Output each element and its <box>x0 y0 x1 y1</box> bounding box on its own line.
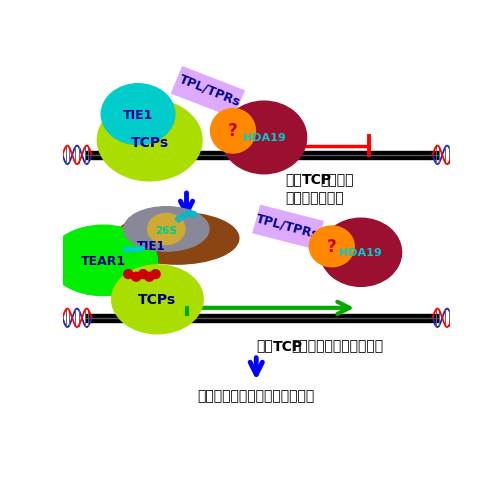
Text: 下游基因表达。: 下游基因表达。 <box>286 191 344 204</box>
Ellipse shape <box>124 247 129 252</box>
Text: 抑制: 抑制 <box>286 173 302 187</box>
Text: TCPs: TCPs <box>130 136 169 150</box>
Ellipse shape <box>98 100 202 181</box>
Ellipse shape <box>134 247 139 252</box>
Ellipse shape <box>139 247 144 252</box>
Text: 26S: 26S <box>156 225 178 235</box>
Ellipse shape <box>112 265 203 334</box>
Ellipse shape <box>190 212 196 218</box>
Text: ?: ? <box>327 237 336 255</box>
Ellipse shape <box>129 247 134 252</box>
Ellipse shape <box>151 270 160 279</box>
Text: TPL/TPRs: TPL/TPRs <box>254 212 320 241</box>
Polygon shape <box>170 67 245 119</box>
Text: TPL/TPRs: TPL/TPRs <box>177 72 242 109</box>
Text: TEAR1: TEAR1 <box>80 254 126 267</box>
Ellipse shape <box>186 211 192 216</box>
Text: 调控叶片形态和大小的多样性。: 调控叶片形态和大小的多样性。 <box>198 389 315 403</box>
Ellipse shape <box>148 214 185 245</box>
Ellipse shape <box>144 273 154 282</box>
Polygon shape <box>252 205 324 250</box>
Ellipse shape <box>310 227 354 267</box>
Ellipse shape <box>182 213 188 219</box>
Text: 转录因子: 转录因子 <box>320 173 354 187</box>
Ellipse shape <box>115 213 239 264</box>
Ellipse shape <box>210 109 256 154</box>
Text: TCP: TCP <box>273 339 303 353</box>
Text: HDA19: HDA19 <box>242 133 286 143</box>
Text: ?: ? <box>228 122 238 140</box>
Text: HDA19: HDA19 <box>340 248 382 258</box>
Bar <box>86 314 439 322</box>
Ellipse shape <box>222 102 306 174</box>
Ellipse shape <box>132 273 141 282</box>
Ellipse shape <box>138 270 148 279</box>
Text: TCP: TCP <box>302 173 332 187</box>
Ellipse shape <box>101 84 175 145</box>
Text: 转录因子下游基因表达。: 转录因子下游基因表达。 <box>292 339 384 353</box>
Ellipse shape <box>124 270 133 279</box>
Ellipse shape <box>176 216 182 222</box>
Text: TIE1: TIE1 <box>123 108 153 121</box>
Text: 促进: 促进 <box>256 339 273 353</box>
Bar <box>86 152 439 160</box>
Text: TIE1: TIE1 <box>138 240 166 252</box>
Ellipse shape <box>124 207 209 252</box>
Ellipse shape <box>49 226 158 296</box>
Text: TCPs: TCPs <box>138 293 176 307</box>
Ellipse shape <box>320 219 402 287</box>
